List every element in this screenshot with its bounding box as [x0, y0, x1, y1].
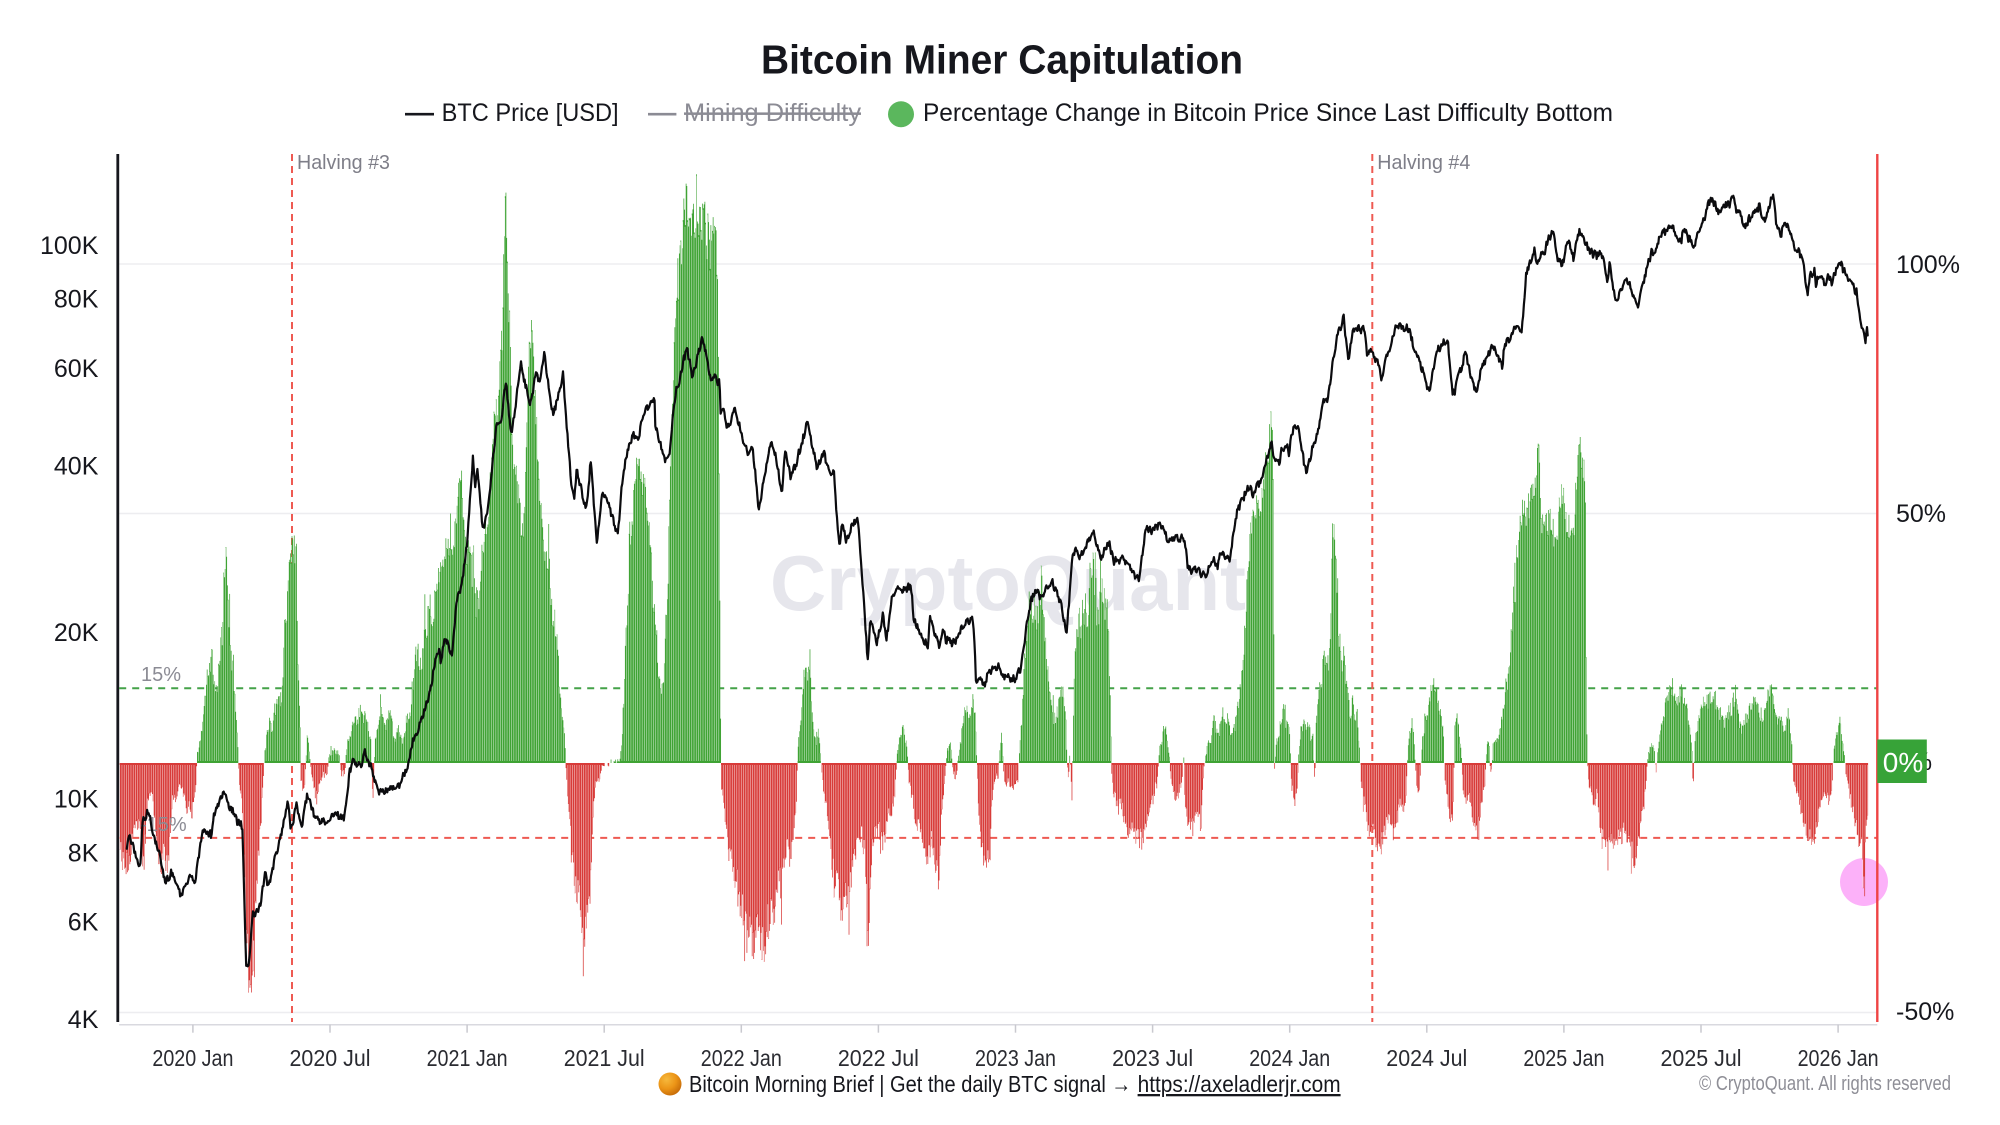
svg-text:CryptoQuant: CryptoQuant	[770, 539, 1246, 627]
svg-text:80K: 80K	[54, 286, 99, 314]
svg-text:8K: 8K	[68, 839, 99, 867]
svg-text:2022 Jan: 2022 Jan	[701, 1045, 782, 1071]
svg-text:2021 Jul: 2021 Jul	[564, 1045, 645, 1071]
svg-text:Mining Difficulty: Mining Difficulty	[684, 99, 861, 127]
svg-text:https://axeladlerjr.com: https://axeladlerjr.com	[1138, 1071, 1341, 1097]
svg-text:2020 Jul: 2020 Jul	[290, 1045, 371, 1071]
svg-text:2026 Jan: 2026 Jan	[1798, 1045, 1879, 1071]
svg-text:Bitcoin Morning Brief | Get th: Bitcoin Morning Brief | Get the daily BT…	[689, 1071, 1137, 1097]
svg-text:20K: 20K	[54, 619, 99, 647]
svg-text:40K: 40K	[54, 452, 99, 480]
svg-text:2022 Jul: 2022 Jul	[838, 1045, 919, 1071]
svg-text:2023 Jul: 2023 Jul	[1112, 1045, 1193, 1071]
svg-text:2025 Jul: 2025 Jul	[1661, 1045, 1742, 1071]
svg-text:100K: 100K	[40, 232, 99, 260]
svg-text:15%: 15%	[141, 664, 181, 686]
svg-text:4K: 4K	[68, 1006, 99, 1034]
svg-text:2023 Jan: 2023 Jan	[975, 1045, 1056, 1071]
svg-text:2024 Jul: 2024 Jul	[1386, 1045, 1467, 1071]
svg-text:2020 Jan: 2020 Jan	[152, 1045, 233, 1071]
svg-text:60K: 60K	[54, 355, 99, 383]
svg-text:2025 Jan: 2025 Jan	[1523, 1045, 1604, 1071]
svg-text:Bitcoin Miner Capitulation: Bitcoin Miner Capitulation	[761, 37, 1243, 83]
svg-text:2021 Jan: 2021 Jan	[427, 1045, 508, 1071]
svg-text:Halving #3: Halving #3	[297, 152, 390, 174]
svg-text:6K: 6K	[68, 909, 99, 937]
svg-text:10K: 10K	[54, 786, 99, 814]
svg-text:BTC Price [USD]: BTC Price [USD]	[442, 99, 619, 127]
svg-text:0%: 0%	[1883, 747, 1923, 778]
svg-text:50%: 50%	[1896, 500, 1946, 528]
svg-text:© CryptoQuant. All rights rese: © CryptoQuant. All rights reserved	[1699, 1073, 1951, 1095]
svg-text:2024 Jan: 2024 Jan	[1249, 1045, 1330, 1071]
svg-text:100%: 100%	[1896, 251, 1960, 279]
svg-text:-50%: -50%	[1896, 998, 1954, 1026]
svg-text:Halving #4: Halving #4	[1377, 152, 1470, 174]
svg-text:Percentage Change in Bitcoin P: Percentage Change in Bitcoin Price Since…	[923, 99, 1613, 127]
